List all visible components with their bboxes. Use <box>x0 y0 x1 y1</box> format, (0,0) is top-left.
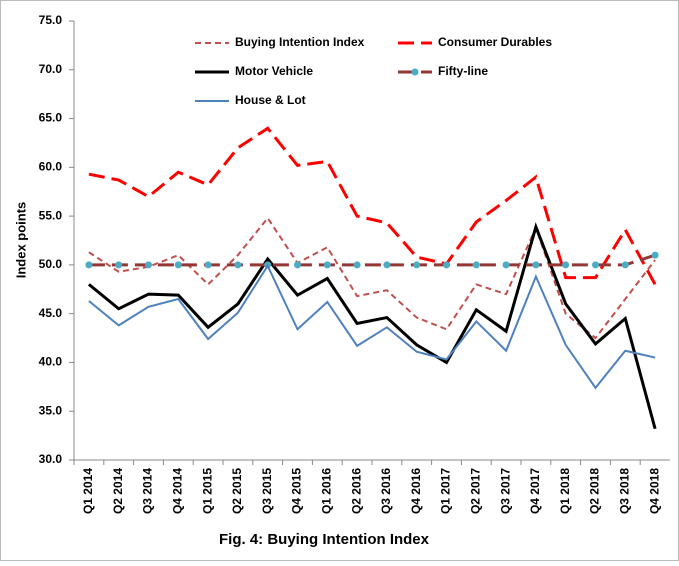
chart-title: Fig. 4: Buying Intention Index <box>219 531 430 548</box>
y-tick-label: 45.0 <box>39 306 63 320</box>
y-tick-label: 50.0 <box>39 257 63 271</box>
point-marker <box>174 261 182 269</box>
legend-label: Fifty-line <box>438 64 488 78</box>
y-axis-label: Index points <box>13 202 28 279</box>
legend-marker <box>411 68 419 76</box>
y-tick-label: 70.0 <box>39 62 63 76</box>
x-tick-label: Q3 2014 <box>141 468 155 514</box>
point-marker <box>651 251 659 259</box>
series-line <box>87 222 657 430</box>
y-tick-label: 75.0 <box>39 13 63 27</box>
y-tick-label: 30.0 <box>39 452 63 466</box>
x-tick-label: Q2 2018 <box>588 468 602 514</box>
x-tick-label: Q3 2018 <box>617 468 631 514</box>
x-tick-label: Q1 2017 <box>439 468 453 514</box>
x-tick-label: Q3 2017 <box>498 468 512 514</box>
point-marker <box>353 261 361 269</box>
x-tick-label: Q1 2016 <box>319 468 333 514</box>
point-marker <box>502 261 510 269</box>
x-tick-label: Q4 2014 <box>170 468 184 514</box>
x-tick-label: Q3 2015 <box>260 468 274 514</box>
y-tick-label: 35.0 <box>39 403 63 417</box>
x-tick-label: Q4 2017 <box>528 468 542 514</box>
point-marker <box>85 261 93 269</box>
point-marker <box>115 261 123 269</box>
point-marker <box>145 261 152 269</box>
legend-label: Buying Intention Index <box>235 35 365 49</box>
legend-label: Motor Vehicle <box>235 64 313 78</box>
x-tick-label: Q4 2016 <box>409 468 423 514</box>
legend-label: House & Lot <box>235 93 306 107</box>
x-tick-label: Q4 2015 <box>290 468 304 514</box>
x-tick-label: Q1 2015 <box>200 468 214 514</box>
point-marker <box>204 261 212 269</box>
x-tick-label: Q1 2018 <box>558 468 572 514</box>
y-tick-label: 40.0 <box>39 355 63 369</box>
x-tick-label: Q2 2017 <box>468 468 482 514</box>
x-tick-label: Q4 2018 <box>647 468 661 514</box>
series-line <box>88 253 656 267</box>
point-marker <box>621 261 629 269</box>
point-marker <box>443 261 450 269</box>
point-marker <box>532 261 540 269</box>
point-marker <box>294 261 301 269</box>
point-marker <box>413 261 421 269</box>
y-tick-label: 60.0 <box>39 160 63 174</box>
x-tick-label: Q2 2015 <box>230 468 244 514</box>
point-marker <box>472 261 480 269</box>
x-tick-label: Q2 2016 <box>349 468 363 514</box>
point-marker <box>234 261 242 269</box>
y-tick-label: 65.0 <box>39 111 63 125</box>
x-tick-label: Q3 2016 <box>379 468 393 514</box>
point-marker <box>323 261 331 269</box>
point-marker <box>383 261 391 269</box>
x-tick-label: Q2 2014 <box>111 468 125 514</box>
series-line <box>88 126 657 286</box>
x-tick-label: Q1 2014 <box>81 468 95 514</box>
series-line <box>88 216 656 340</box>
legend-label: Consumer Durables <box>438 35 552 49</box>
y-tick-label: 55.0 <box>39 208 63 222</box>
point-marker <box>592 261 599 269</box>
point-marker <box>562 261 570 269</box>
series-line <box>88 263 656 390</box>
